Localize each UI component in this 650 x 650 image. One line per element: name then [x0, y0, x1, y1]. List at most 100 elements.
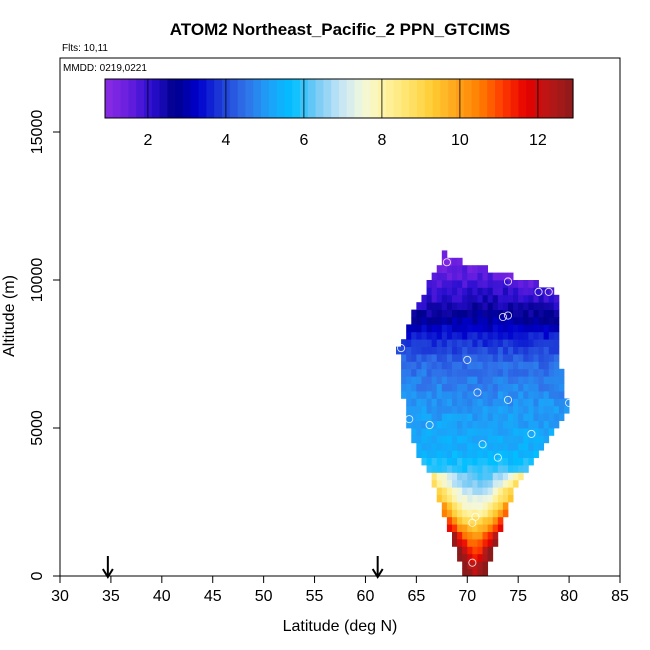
- heatmap-cell: [523, 383, 529, 392]
- heatmap-cell: [492, 531, 499, 540]
- heatmap-cell: [452, 383, 458, 392]
- heatmap-cell: [528, 280, 534, 288]
- heatmap-cell: [528, 376, 534, 384]
- heatmap-cell: [457, 442, 463, 451]
- heatmap-cell: [452, 391, 458, 399]
- heatmap-cell: [472, 502, 478, 510]
- heatmap-cell: [462, 272, 468, 281]
- heatmap-cell: [446, 502, 453, 510]
- heatmap-cell: [472, 465, 478, 473]
- heatmap-cell: [548, 354, 555, 362]
- heatmap-cell: [508, 331, 514, 340]
- flights-label: Flts: 10,11: [62, 43, 108, 54]
- heatmap-cell: [513, 339, 519, 347]
- heatmap-cell: [482, 568, 489, 577]
- heatmap-cell: [441, 494, 448, 503]
- heatmap-cell: [477, 272, 483, 281]
- heatmap-cell: [558, 391, 565, 399]
- heatmap-cell: [436, 265, 443, 273]
- heatmap-cell: [533, 413, 539, 421]
- sample-point: [493, 453, 502, 462]
- heatmap-cell: [482, 413, 489, 421]
- heatmap-cell: [497, 398, 504, 407]
- heatmap-cell: [462, 531, 468, 540]
- x-tick-label: 40: [153, 588, 171, 605]
- heatmap-cell: [492, 383, 499, 392]
- heatmap-cell: [472, 294, 478, 303]
- heatmap-cell: [467, 516, 473, 525]
- heatmap-cell: [533, 442, 539, 451]
- heatmap-cell: [457, 553, 463, 562]
- heatmap-cell: [477, 354, 483, 362]
- heatmap-cell: [477, 265, 483, 273]
- heatmap-cell: [482, 457, 489, 466]
- heatmap-cell: [472, 487, 478, 495]
- heatmap-cell: [482, 524, 489, 532]
- heatmap-cell: [457, 413, 463, 421]
- heatmap-cell: [472, 331, 478, 340]
- heatmap-cell: [457, 516, 463, 525]
- heatmap-cell: [518, 302, 524, 310]
- heatmap-cell: [401, 376, 407, 384]
- heatmap-cell: [462, 376, 468, 384]
- heatmap-cell: [452, 479, 458, 488]
- heatmap-cell: [477, 324, 483, 333]
- heatmap-cell: [528, 435, 534, 444]
- heatmap-cell: [482, 324, 489, 333]
- heatmap-cell: [426, 302, 433, 310]
- colorbar-swatch: [518, 79, 527, 118]
- heatmap-cell: [467, 539, 473, 547]
- heatmap-cell: [406, 368, 412, 377]
- heatmap-cell: [497, 516, 504, 525]
- heatmap-cell: [508, 442, 514, 451]
- heatmap-cell: [446, 413, 453, 421]
- heatmap-cell: [457, 494, 463, 503]
- heatmap-cell: [446, 472, 453, 481]
- heatmap-cell: [508, 465, 514, 473]
- heatmap-cell: [543, 435, 550, 444]
- heatmap-cell: [462, 339, 468, 347]
- heatmap-cell: [467, 428, 473, 436]
- colorbar-swatch: [261, 79, 270, 118]
- colorbar-swatch: [105, 79, 114, 118]
- heatmap-cell: [513, 398, 519, 407]
- heatmap-cell: [421, 317, 427, 325]
- heatmap-cell: [497, 324, 504, 333]
- heatmap-cell: [441, 294, 448, 303]
- heatmap-cell: [533, 383, 539, 392]
- heatmap-cell: [441, 354, 448, 362]
- heatmap-cell: [497, 502, 504, 510]
- sample-point: [534, 287, 543, 296]
- heatmap-cell: [452, 265, 458, 273]
- heatmap-cell: [538, 435, 545, 444]
- heatmap-cell: [416, 398, 422, 407]
- heatmap-cell: [533, 280, 539, 288]
- heatmap-cell: [416, 361, 422, 370]
- heatmap-cell: [441, 413, 448, 421]
- heatmap-cell: [416, 413, 422, 421]
- heatmap-cell: [533, 346, 539, 355]
- heatmap-cell: [441, 428, 448, 436]
- heatmap-cell: [441, 257, 448, 266]
- colorbar-swatch: [245, 79, 254, 118]
- heatmap-cell: [467, 294, 473, 303]
- heatmap-cell: [487, 309, 494, 318]
- heatmap-cell: [446, 457, 453, 466]
- heatmap-cell: [553, 368, 560, 377]
- heatmap-cell: [401, 361, 407, 370]
- x-tick-label: 80: [560, 588, 578, 605]
- heatmap-cell: [431, 413, 438, 421]
- heatmap-cell: [508, 272, 514, 281]
- colorbar-swatch: [385, 79, 395, 118]
- heatmap-cell: [533, 361, 539, 370]
- heatmap-cell: [457, 487, 463, 495]
- heatmap-cell: [426, 450, 433, 458]
- heatmap-cell: [411, 368, 417, 377]
- heatmap-cell: [431, 457, 438, 466]
- sample-point: [565, 398, 574, 407]
- heatmap-cell: [457, 272, 463, 281]
- heatmap-cell: [457, 472, 463, 481]
- heatmap-cell: [482, 383, 489, 392]
- heatmap-cell: [482, 339, 489, 347]
- heatmap-cell: [492, 472, 499, 481]
